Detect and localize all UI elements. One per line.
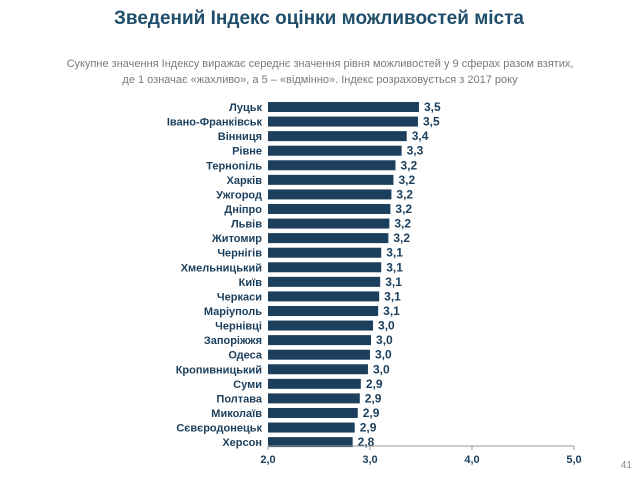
bar: [268, 160, 396, 171]
data-label: 3,2: [396, 187, 413, 201]
bar: [268, 189, 392, 200]
bar: [268, 407, 358, 418]
data-label: 3,2: [393, 231, 410, 245]
data-label: 3,0: [375, 348, 392, 362]
category-label: Запоріжжя: [204, 335, 262, 347]
data-label: 2,9: [365, 391, 382, 405]
data-label: 2,9: [360, 421, 377, 435]
category-label: Луцьк: [229, 102, 262, 114]
category-label: Суми: [233, 379, 262, 391]
data-label: 3,2: [398, 173, 415, 187]
chart-title: Зведений Індекс оцінки можливостей міста: [114, 8, 524, 29]
category-label: Дніпро: [224, 204, 262, 216]
data-label: 3,0: [376, 333, 393, 347]
category-label: Хмельницький: [181, 262, 262, 274]
category-label: Маріуполь: [204, 306, 262, 318]
chart-subtitle-line-1: Сукупне значення Індексу виражає середнє…: [66, 58, 574, 70]
category-label: Сєвєродонецьк: [176, 423, 262, 435]
chart-subtitle-line-2: де 1 означає «жахливо», а 5 – «відмінно»…: [122, 74, 518, 86]
data-label: 3,1: [384, 289, 401, 303]
category-label: Харків: [227, 175, 263, 187]
data-label: 3,2: [395, 202, 412, 216]
bar: [268, 378, 361, 389]
chart-subtitle: Сукупне значення Індексу виражає середнє…: [40, 56, 600, 88]
data-label: 3,1: [386, 246, 403, 260]
bar: [268, 276, 381, 287]
x-tick-label: 4,0: [464, 454, 479, 466]
data-label: 3,1: [383, 304, 400, 318]
data-label: 3,5: [423, 115, 440, 129]
category-label: Полтава: [216, 393, 262, 405]
bar: [268, 305, 379, 316]
bar: [268, 320, 374, 331]
page-number: 41: [620, 460, 632, 471]
bar: [268, 437, 353, 448]
bar: [268, 335, 372, 346]
data-label: 3,1: [385, 275, 402, 289]
data-label: 3,1: [386, 260, 403, 274]
bar: [268, 174, 394, 185]
category-label: Миколаїв: [211, 408, 262, 420]
category-label: Житомир: [211, 233, 262, 245]
category-label: Чернігів: [217, 248, 262, 260]
bar: [268, 233, 389, 244]
bar: [268, 291, 380, 302]
category-label: Ужгород: [216, 189, 262, 201]
bar: [268, 145, 402, 156]
bar: [268, 116, 418, 127]
data-label: 2,8: [358, 435, 375, 449]
data-label: 3,3: [407, 144, 424, 158]
category-label: Одеса: [228, 350, 262, 362]
category-label: Вінниця: [218, 131, 262, 143]
data-label: 3,4: [412, 129, 429, 143]
x-tick-label: 2,0: [260, 454, 275, 466]
bar: [268, 102, 419, 112]
category-label: Рівне: [232, 146, 262, 158]
category-label: Кропивницький: [176, 364, 262, 376]
category-label: Херсон: [222, 437, 262, 449]
category-label: Тернопіль: [206, 160, 262, 172]
category-label: Львів: [231, 219, 262, 231]
bar: [268, 131, 407, 142]
x-tick-label: 3,0: [362, 454, 377, 466]
category-label: Чернівці: [215, 321, 262, 333]
bar: [268, 393, 360, 404]
data-label: 2,9: [366, 377, 383, 391]
data-label: 2,9: [363, 406, 380, 420]
bar: [268, 203, 391, 214]
bar: [268, 349, 370, 360]
data-label: 3,0: [378, 319, 395, 333]
category-label: Київ: [239, 277, 263, 289]
bar: [268, 262, 382, 273]
data-label: 3,5: [424, 100, 441, 114]
category-label: Івано-Франківськ: [167, 117, 263, 129]
x-tick-label: 5,0: [566, 454, 581, 466]
bar: [268, 364, 368, 375]
bar: [268, 218, 390, 229]
data-label: 3,0: [373, 362, 390, 376]
bar: [268, 422, 355, 433]
data-label: 3,2: [401, 158, 418, 172]
data-label: 3,2: [394, 217, 411, 231]
category-label: Черкаси: [217, 291, 262, 303]
bar: [268, 247, 382, 258]
